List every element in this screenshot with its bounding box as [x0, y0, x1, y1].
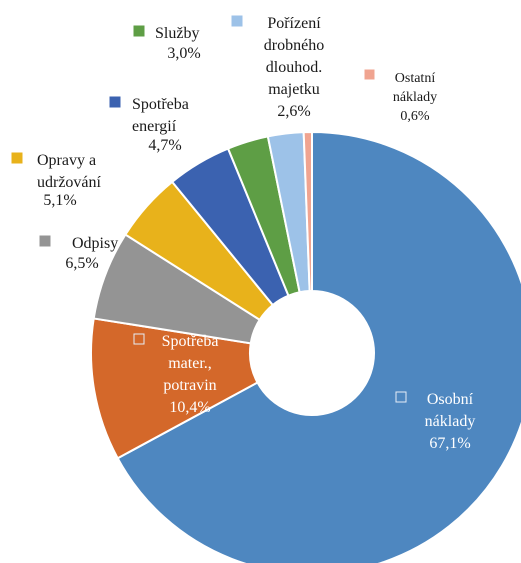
legend-key-5 [133, 25, 145, 37]
labels-group: Osobní náklady 67,1% Spotřeba mater., potravi… [11, 15, 476, 452]
data-label-4-line-1: energií [132, 118, 177, 135]
data-label-4: Spotřeba energií [132, 96, 189, 135]
data-label-1: Spotřeba mater., potravin [162, 333, 219, 394]
data-label-7-line-0: Ostatní [395, 71, 436, 86]
data-label-6-line-0: Pořízení [267, 15, 321, 32]
data-label-7: Ostatní náklady [393, 71, 437, 105]
data-label-0: Osobní náklady [425, 391, 476, 430]
data-label-4-line-0: Spotřeba [132, 96, 189, 113]
data-label-1-line-1: mater., [168, 355, 212, 372]
value-label-4: 4,7% [148, 137, 181, 154]
legend-key-4 [109, 96, 121, 108]
value-label-2: 6,5% [65, 255, 98, 272]
value-label-6: 2,6% [277, 103, 310, 120]
legend-key-0 [395, 391, 407, 403]
data-label-6-line-3: majetku [268, 81, 320, 98]
legend-key-7 [364, 69, 375, 80]
data-label-5-line-0: Služby [155, 25, 199, 42]
data-label-6: Pořízení drobného dlouhod. majetku [264, 15, 324, 98]
value-label-0: 67,1% [429, 435, 470, 452]
data-label-2-line-0: Odpisy [72, 235, 118, 252]
value-label-7: 0,6% [400, 109, 430, 124]
legend-key-2 [39, 235, 51, 247]
data-label-2: Odpisy [72, 235, 118, 252]
legend-key-1 [133, 333, 145, 345]
slice-7 [302, 130, 313, 293]
data-label-3: Opravy a udržování [37, 152, 102, 191]
value-label-1: 10,4% [169, 399, 210, 416]
slice-0 [116, 130, 521, 563]
data-label-6-line-2: dlouhod. [266, 59, 322, 76]
data-label-6-line-1: drobného [264, 37, 324, 54]
data-label-1-line-0: Spotřeba [162, 333, 219, 350]
slice-1 [90, 317, 259, 460]
legend-key-3 [11, 152, 23, 164]
legend-key-6 [231, 15, 243, 27]
slices-group [90, 130, 521, 563]
data-label-7-line-1: náklady [393, 90, 437, 105]
value-label-5: 3,0% [167, 45, 200, 62]
data-label-0-line-1: náklady [425, 413, 476, 430]
data-label-0-line-0: Osobní [427, 391, 474, 408]
data-label-5: Služby [155, 25, 199, 42]
value-label-3: 5,1% [43, 192, 76, 209]
data-label-3-line-0: Opravy a [37, 152, 96, 169]
data-label-1-line-2: potravin [163, 377, 216, 394]
data-label-3-line-1: udržování [37, 174, 102, 191]
